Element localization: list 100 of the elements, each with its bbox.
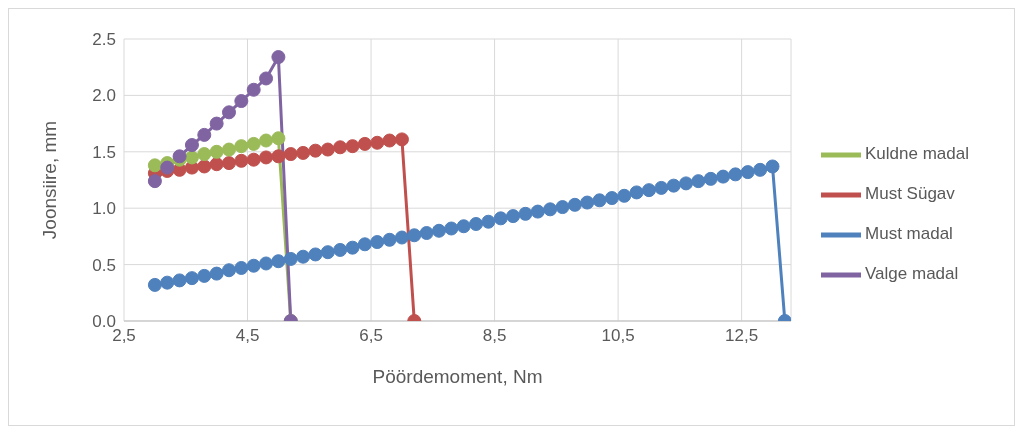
point — [259, 133, 274, 148]
x-tick-label: 6,5 — [359, 326, 383, 346]
point — [172, 273, 187, 288]
point — [592, 193, 607, 208]
point — [222, 156, 236, 171]
point — [271, 254, 286, 269]
point — [580, 195, 595, 210]
point — [567, 197, 582, 212]
point — [246, 136, 261, 151]
point — [357, 237, 372, 252]
point — [147, 277, 162, 292]
legend-label: Must madal — [865, 224, 953, 244]
point — [197, 268, 212, 283]
point — [259, 150, 274, 165]
point — [679, 176, 694, 191]
legend-label: Kuldne madal — [865, 144, 969, 164]
point — [407, 228, 422, 243]
point — [765, 159, 780, 174]
point — [147, 174, 162, 189]
point — [197, 127, 212, 142]
y-tick-label: 0.5 — [92, 255, 116, 275]
y-axis-title: Joonsiire, mm — [38, 120, 60, 240]
legend-label: Valge madal — [865, 264, 959, 284]
point — [197, 159, 212, 174]
point — [160, 275, 175, 290]
point — [382, 232, 397, 247]
point — [394, 230, 409, 245]
point — [184, 271, 199, 286]
point — [308, 247, 323, 262]
point — [234, 260, 249, 275]
point — [234, 139, 249, 154]
point — [666, 178, 681, 193]
x-tick-label: 2,5 — [112, 326, 136, 346]
point — [444, 221, 459, 236]
point — [234, 153, 249, 168]
point — [246, 258, 261, 273]
point — [617, 188, 632, 203]
x-tick-label: 4,5 — [235, 326, 260, 346]
point — [629, 185, 644, 200]
point — [283, 251, 298, 266]
point — [209, 266, 224, 281]
point — [716, 169, 731, 184]
point — [469, 216, 484, 231]
point — [543, 202, 558, 217]
point — [641, 183, 656, 198]
point — [246, 152, 261, 167]
point — [691, 174, 706, 189]
point — [320, 142, 335, 157]
point — [419, 226, 434, 241]
point — [283, 147, 298, 162]
point — [530, 204, 545, 219]
point — [357, 136, 372, 151]
point — [703, 171, 718, 186]
point — [271, 50, 286, 65]
point — [222, 263, 236, 278]
x-axis-title: Pöördemoment, Nm — [372, 366, 543, 387]
point — [604, 191, 619, 206]
point — [259, 71, 274, 86]
point — [370, 135, 385, 150]
point — [197, 147, 212, 162]
point — [518, 206, 533, 221]
point — [493, 211, 508, 226]
point — [740, 165, 755, 180]
point — [308, 143, 323, 158]
y-tick-label: 1.5 — [92, 142, 116, 162]
point — [147, 158, 162, 173]
point — [555, 200, 570, 215]
point — [296, 145, 311, 160]
point — [456, 219, 471, 234]
y-tick-label: 2.0 — [92, 86, 116, 106]
point — [506, 209, 521, 224]
point — [222, 142, 236, 157]
x-tick-label: 8,5 — [482, 326, 507, 346]
point — [320, 245, 335, 260]
point — [271, 149, 286, 164]
point — [234, 94, 249, 109]
point — [296, 249, 311, 264]
point — [246, 82, 261, 97]
x-tick-label: 10,5 — [601, 326, 635, 346]
point — [209, 144, 224, 159]
point — [271, 131, 286, 146]
point — [431, 223, 446, 238]
y-tick-label: 2.5 — [92, 30, 116, 50]
point — [394, 132, 409, 147]
point — [184, 138, 199, 153]
point — [654, 180, 669, 195]
point — [333, 242, 348, 257]
point — [209, 157, 224, 172]
point — [222, 105, 236, 120]
point — [370, 235, 385, 250]
y-tick-label: 1.0 — [92, 199, 116, 219]
point — [728, 167, 743, 182]
point — [382, 133, 397, 148]
point — [481, 214, 496, 229]
point — [333, 140, 348, 155]
point — [345, 139, 360, 154]
x-tick-label: 12,5 — [725, 326, 759, 346]
point — [259, 256, 274, 271]
legend-label: Must Sügav — [865, 184, 955, 204]
point — [209, 116, 224, 131]
